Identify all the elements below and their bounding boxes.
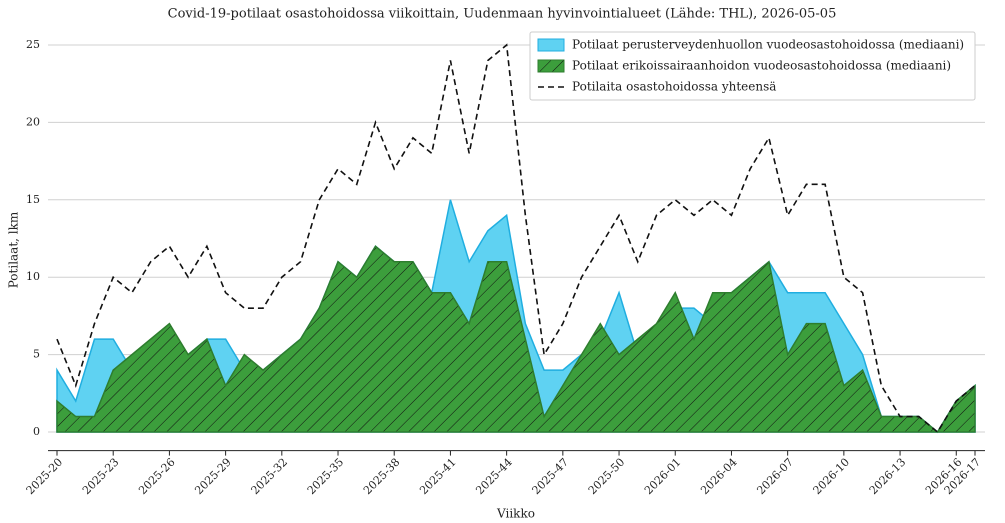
x-tick-label: 2026-13: [867, 456, 909, 498]
y-tick-label: 20: [26, 115, 40, 128]
legend-swatch: [537, 38, 565, 52]
legend-swatch: [537, 59, 565, 73]
x-tick-label: 2025-20: [24, 456, 66, 498]
legend-label: Potilaat erikoissairaanhoidon vuodeosast…: [572, 59, 951, 73]
y-tick-label: 10: [26, 270, 40, 283]
y-tick-label: 5: [33, 348, 40, 361]
legend-label: Potilaita osastohoidossa yhteensä: [572, 80, 776, 94]
legend-box: [529, 31, 976, 101]
y-tick-label: 25: [26, 38, 40, 51]
chart-title: Covid-19-potilaat osastohoidossa viikoit…: [168, 7, 837, 22]
x-tick-label: 2025-32: [249, 456, 291, 498]
legend-label: Potilaat perusterveydenhuollon vuodeosas…: [572, 38, 964, 52]
x-tick-label: 2025-35: [305, 456, 347, 498]
x-tick-label: 2025-38: [361, 456, 403, 498]
x-tick-label: 2026-07: [754, 456, 796, 498]
x-axis-label: Viikko: [496, 507, 535, 521]
x-tick-label: 2026-01: [642, 456, 684, 498]
x-tick-label: 2026-10: [811, 456, 853, 498]
area: [56, 245, 976, 434]
x-tick-label: 2025-41: [417, 456, 459, 498]
x-tick-label: 2025-26: [136, 456, 178, 498]
y-axis-label: Potilaat, lkm: [7, 211, 21, 288]
x-tick-label: 2026-04: [698, 456, 740, 498]
x-tick-label: 2025-50: [586, 456, 628, 498]
x-tick-label: 2025-44: [473, 456, 515, 498]
x-tick-label: 2025-23: [80, 456, 122, 498]
total-line: [56, 43, 976, 434]
x-tick-label: 2025-47: [530, 456, 572, 498]
y-tick-label: 15: [26, 193, 40, 206]
x-tick-label: 2025-29: [192, 456, 234, 498]
y-tick-label: 0: [33, 425, 40, 438]
